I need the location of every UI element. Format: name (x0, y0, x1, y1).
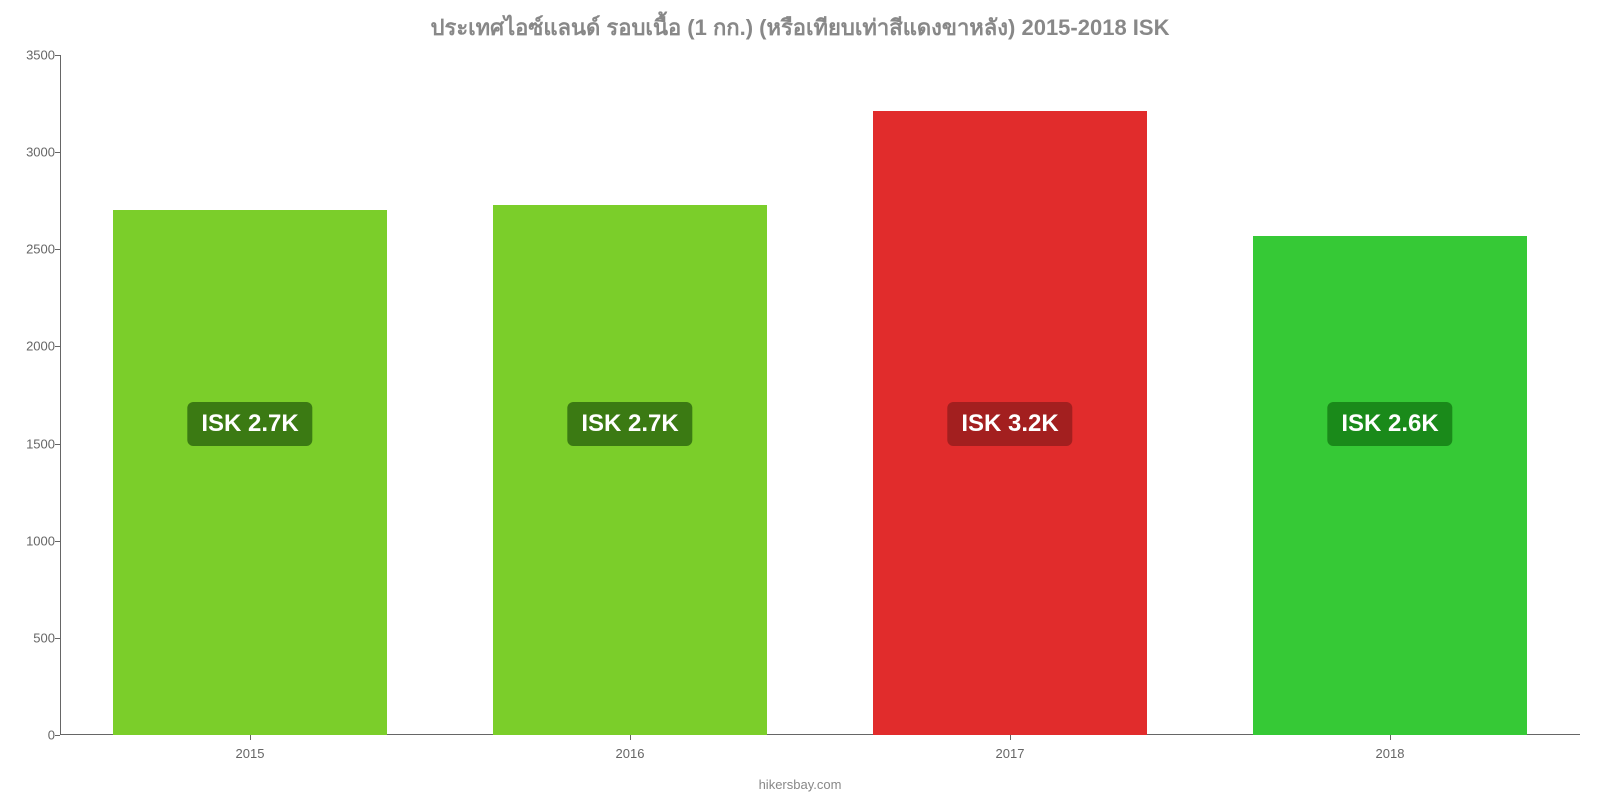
y-tick-label: 3500 (15, 48, 55, 63)
bar (113, 210, 387, 735)
y-tick-label: 0 (15, 728, 55, 743)
y-axis-line (60, 55, 61, 735)
data-label: ISK 3.2K (947, 402, 1072, 446)
y-tick-mark (55, 638, 60, 639)
y-tick-mark (55, 541, 60, 542)
y-tick-mark (55, 55, 60, 56)
data-label: ISK 2.7K (187, 402, 312, 446)
chart-container: ประเทศไอซ์แลนด์ รอบเนื้อ (1 กก.) (หรือเท… (0, 0, 1600, 800)
y-tick-mark (55, 249, 60, 250)
y-tick-mark (55, 444, 60, 445)
y-tick-mark (55, 152, 60, 153)
plot-area: 0500100015002000250030003500ISK 2.7K2015… (60, 55, 1580, 735)
x-tick-mark (630, 735, 631, 740)
y-tick-mark (55, 346, 60, 347)
x-tick-label: 2018 (1340, 746, 1440, 761)
bar (493, 205, 767, 735)
x-tick-label: 2016 (580, 746, 680, 761)
y-tick-label: 2500 (15, 242, 55, 257)
y-tick-label: 1000 (15, 533, 55, 548)
y-tick-label: 3000 (15, 145, 55, 160)
y-tick-mark (55, 735, 60, 736)
data-label: ISK 2.7K (567, 402, 692, 446)
bar (1253, 236, 1527, 735)
x-tick-mark (1390, 735, 1391, 740)
x-tick-label: 2017 (960, 746, 1060, 761)
chart-title: ประเทศไอซ์แลนด์ รอบเนื้อ (1 กก.) (หรือเท… (0, 10, 1600, 45)
y-tick-label: 2000 (15, 339, 55, 354)
x-tick-mark (250, 735, 251, 740)
y-tick-label: 1500 (15, 436, 55, 451)
data-label: ISK 2.6K (1327, 402, 1452, 446)
y-tick-label: 500 (15, 630, 55, 645)
x-tick-mark (1010, 735, 1011, 740)
x-tick-label: 2015 (200, 746, 300, 761)
chart-footer: hikersbay.com (0, 777, 1600, 792)
